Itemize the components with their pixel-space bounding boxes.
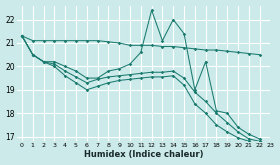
X-axis label: Humidex (Indice chaleur): Humidex (Indice chaleur) [84,150,203,159]
